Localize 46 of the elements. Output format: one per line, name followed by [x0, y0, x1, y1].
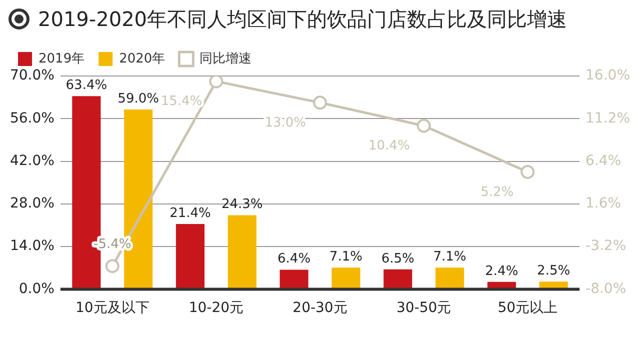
data-label: 21.4%: [170, 206, 211, 221]
data-label: 13.0%: [264, 116, 306, 131]
y2-tick-label: 11.2%: [586, 110, 630, 126]
x-tick-label: 50元以上: [498, 300, 558, 316]
y-tick-label: 56.0%: [10, 110, 54, 126]
bar: [176, 224, 205, 289]
data-label: 7.1%: [329, 249, 362, 264]
bar: [332, 268, 360, 289]
y2-tick-label: -3.2%: [586, 238, 626, 254]
bar: [280, 270, 308, 289]
point: [209, 76, 224, 88]
y2-tick-label: -8.0%: [586, 280, 626, 297]
x-tick-label: 10-20元: [188, 300, 244, 316]
x-tick-label: 20-30元: [292, 300, 348, 316]
bar: [435, 268, 464, 289]
point: [520, 164, 535, 179]
y2-tick-label: 6.4%: [586, 152, 622, 169]
legend-label: 2020年: [119, 51, 166, 66]
data-label: 6.4%: [278, 252, 311, 267]
x-tick-label: 10元及以下: [75, 300, 150, 316]
data-label: 2.5%: [537, 263, 570, 278]
data-label: 10.4%: [368, 138, 410, 154]
x-tick-label: 30-50元: [396, 300, 452, 316]
y-tick-label: 28.0%: [10, 196, 54, 212]
legend-label: 2019年: [38, 51, 85, 66]
data-label: 2.4%: [485, 264, 518, 279]
data-label: 6.5%: [381, 251, 414, 266]
data-label: 7.1%: [433, 249, 466, 264]
legend-label: 同比增速: [200, 51, 252, 66]
y-tick-label: 42.0%: [10, 152, 54, 169]
point: [416, 118, 431, 133]
y-tick-label: 70.0%: [10, 68, 54, 84]
chart-title: 2019-2020年不同人均区间下的饮品门店数占比及同比增速: [38, 6, 568, 32]
bar: [384, 269, 412, 289]
y-tick-label: 0.0%: [18, 280, 54, 297]
point: [105, 259, 120, 274]
y2-tick-label: 16.0%: [586, 68, 630, 84]
y-tick-label: 14.0%: [10, 238, 54, 254]
data-label: 59.0%: [118, 91, 159, 106]
data-label: 63.4%: [66, 78, 108, 93]
data-label: 24.3%: [221, 197, 263, 212]
data-label: 15.4%: [160, 94, 202, 110]
data-label: 5.2%: [480, 184, 514, 200]
bar: [228, 215, 256, 289]
y2-tick-label: 1.6%: [586, 196, 622, 212]
point: [313, 96, 327, 110]
